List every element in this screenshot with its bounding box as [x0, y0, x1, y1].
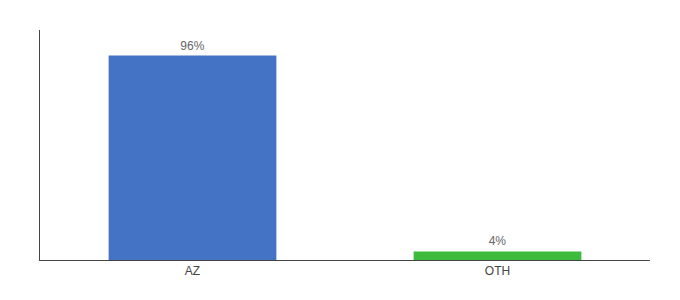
svg-text:AZ: AZ: [185, 264, 200, 278]
svg-text:OTH: OTH: [485, 264, 510, 278]
svg-text:96%: 96%: [180, 39, 204, 53]
svg-text:4%: 4%: [489, 234, 507, 248]
